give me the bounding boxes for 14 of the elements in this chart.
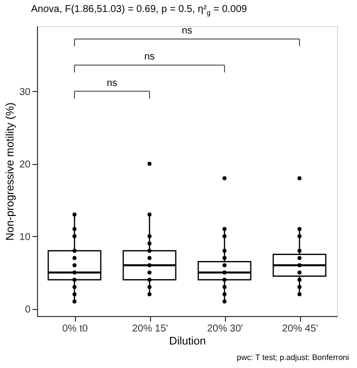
annotation: ns [106, 78, 118, 89]
y-tick-label: 0 [24, 304, 31, 316]
y-tick-label: 10 [19, 232, 31, 243]
x-tick-label: 0% t0 [62, 324, 88, 334]
y-tick-label: 20 [19, 159, 31, 170]
y-axis-title: Non-progressive motility (%) [4, 102, 16, 241]
x-tick-label: 20% 45' [282, 324, 318, 334]
x-tick-label: 20% 30' [207, 324, 243, 334]
annotation: ns [182, 26, 192, 37]
x-tick-label: 20% 15' [132, 324, 168, 334]
x-axis-title: Dilution [169, 336, 206, 348]
y-tick-label: 30 [19, 86, 31, 98]
annotation: ns [144, 52, 155, 63]
text: pwc: T test; p.adjust: Bonferroni [236, 353, 350, 362]
